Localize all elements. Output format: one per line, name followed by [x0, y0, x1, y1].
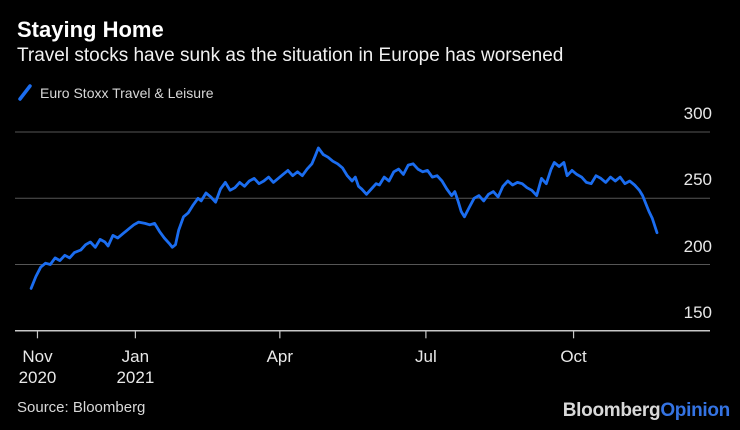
series-line [29, 146, 659, 290]
series-marker-slash-icon [17, 84, 33, 101]
x-axis-tick-label: Jan 2021 [116, 347, 155, 387]
x-axis-tick-label: Oct [560, 347, 587, 366]
y-axis-tick-label: 200 [683, 236, 712, 256]
logo-opinion: Opinion [660, 400, 730, 421]
x-axis-tick-label: Apr [266, 347, 294, 366]
x-axis-tick-label: Jul [415, 347, 437, 366]
source-note: Source: Bloomberg [17, 399, 146, 416]
logo-bloomberg: Bloomberg [562, 400, 661, 421]
y-axis-tick-label: 250 [683, 170, 712, 190]
chart-subtitle: Travel stocks have sunk as the situation… [17, 45, 564, 66]
x-axis-tick-label: Nov 2020 [18, 347, 57, 387]
bloomberg-opinion-logo: BloombergOpinion [562, 400, 731, 422]
y-axis-tick-label: 150 [683, 302, 712, 322]
y-axis-tick-label: 300 [683, 104, 712, 123]
legend-series-label: Euro Stoxx Travel & Leisure [40, 84, 214, 101]
chart-title: Staying Home [17, 17, 164, 42]
legend: Euro Stoxx Travel & Leisure [17, 84, 214, 101]
